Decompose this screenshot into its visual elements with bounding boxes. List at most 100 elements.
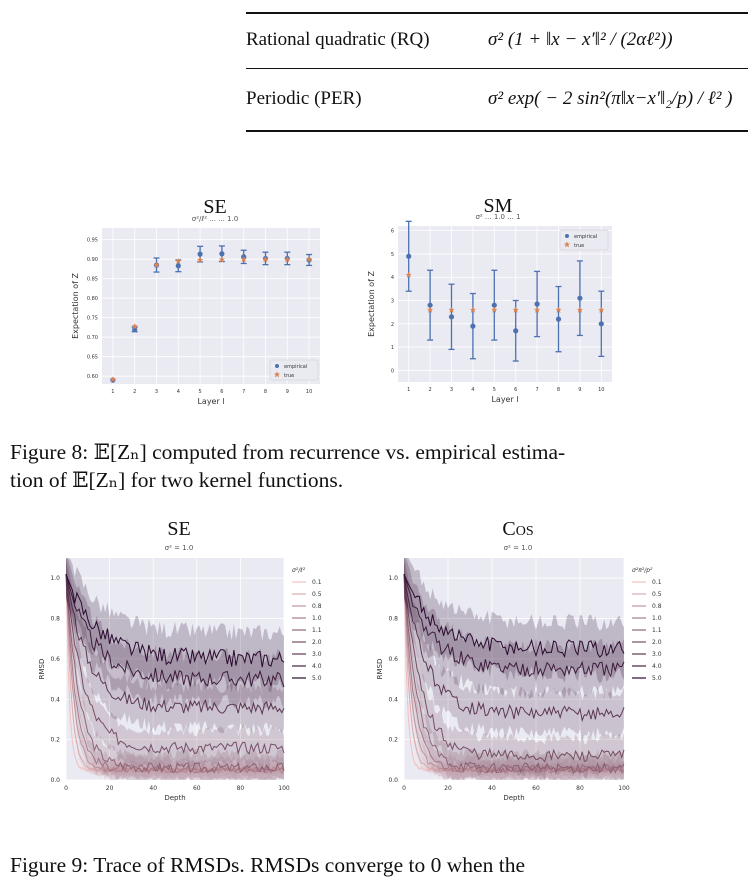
legend-marker-true <box>564 241 570 248</box>
true-point <box>555 306 562 313</box>
legend-label: 1.0 <box>312 615 322 622</box>
x-tick-label: 100 <box>618 785 630 792</box>
series-line <box>403 574 625 775</box>
series-line <box>403 574 625 763</box>
legend-label: 5.0 <box>312 675 322 682</box>
y-tick-label: 4 <box>391 275 394 281</box>
table-row-name: Periodic (PER) <box>246 88 362 109</box>
true-point <box>448 306 455 313</box>
fig8-se-chart: 0.60 0.65 0.70 0.75 0.80 0.85 0.90 0.95 1 2 3 4 5 6 7 8… <box>71 228 320 406</box>
fig8-se-title: SE <box>203 196 227 218</box>
y-tick-label: 1.0 <box>50 575 60 582</box>
confidence-band <box>404 558 624 741</box>
empirical-point <box>219 251 225 257</box>
true-point <box>512 306 519 313</box>
fig9-cos-chart: 0.0 0.2 0.4 0.6 0.8 1.0 0 20 40 60 80 100 0.1 0.5 0.8 1… <box>376 558 662 802</box>
y-tick-label: 0.4 <box>388 696 398 703</box>
fig9-cos-subtitle: σ² = 1.0 <box>503 544 533 552</box>
legend-label: 4.0 <box>312 663 322 670</box>
empirical-point <box>513 328 519 334</box>
fig9-se-title: SE <box>167 518 191 540</box>
confidence-band <box>66 558 284 771</box>
x-tick-label: 10 <box>598 387 604 393</box>
true-point <box>576 306 583 313</box>
fig8-se-subtitle: σ²/ℓ² ... ... 1.0 <box>191 215 239 223</box>
confidence-band <box>404 560 624 780</box>
confidence-band <box>404 566 624 780</box>
x-tick-label: 9 <box>286 389 289 395</box>
confidence-band <box>66 566 284 780</box>
legend-label: 0.1 <box>312 579 322 586</box>
y-tick-label: 3 <box>391 299 394 305</box>
x-tick-label: 8 <box>264 389 267 395</box>
true-point <box>153 262 160 269</box>
confidence-band <box>66 563 284 780</box>
y-tick-label: 0.60 <box>87 374 98 380</box>
confidence-band <box>66 558 284 734</box>
axes-background <box>404 558 624 780</box>
legend-marker-empirical <box>275 364 279 368</box>
y-tick-label: 0.65 <box>87 355 98 361</box>
empirical-point <box>534 301 540 307</box>
y-tick-label: 1 <box>391 345 394 351</box>
x-axis-label: Depth <box>503 794 524 802</box>
y-tick-label: 0.4 <box>50 696 60 703</box>
y-tick-label: 0.70 <box>87 335 98 341</box>
true-point <box>218 256 225 263</box>
x-tick-label: 5 <box>493 387 496 393</box>
series-line <box>403 574 625 723</box>
legend-label: empirical <box>284 364 307 370</box>
y-tick-label: 6 <box>391 229 394 235</box>
x-tick-label: 9 <box>578 387 581 393</box>
confidence-band <box>66 558 284 694</box>
empirical-point <box>448 314 455 320</box>
x-tick-label: 1 <box>407 387 410 393</box>
confidence-band <box>66 558 284 711</box>
legend-label: 2.0 <box>312 639 322 646</box>
x-tick-label: 80 <box>576 785 584 792</box>
table-top-rule <box>246 12 748 14</box>
empirical-point <box>197 251 203 257</box>
true-point <box>284 256 291 263</box>
x-tick-label: 6 <box>220 389 223 395</box>
y-tick-label: 0.85 <box>87 277 98 283</box>
y-tick-label: 0.75 <box>87 316 98 322</box>
y-tick-label: 0.2 <box>50 737 60 744</box>
legend-label: 5.0 <box>652 675 662 682</box>
legend-label: true <box>284 373 294 379</box>
table-row-formula: σ² exp( − 2 sin²(π‖x−x′‖₂/p) / ℓ² ) <box>488 88 733 109</box>
true-point <box>262 256 269 263</box>
series-line <box>403 573 625 678</box>
legend-label: 0.8 <box>312 603 322 610</box>
legend-label: 0.5 <box>652 591 662 598</box>
true-point <box>131 323 138 330</box>
confidence-band <box>404 558 624 779</box>
y-axis-label: Expectation of Z <box>71 273 80 339</box>
table-row-formula: σ² (1 + ‖x − x′‖² / (2αℓ²)) <box>488 29 673 50</box>
y-tick-label: 0.0 <box>50 777 60 784</box>
true-point <box>197 256 204 263</box>
series-line <box>65 573 285 688</box>
confidence-band <box>404 558 624 684</box>
empirical-point <box>598 321 604 327</box>
legend-label: 2.0 <box>652 639 662 646</box>
y-tick-label: 5 <box>391 252 394 258</box>
legend-label: 0.8 <box>652 603 662 610</box>
y-tick-label: 0.8 <box>50 616 60 623</box>
empirical-point <box>491 302 497 308</box>
true-point <box>491 306 498 313</box>
table-bottom-rule <box>246 130 748 132</box>
y-tick-label: 0 <box>391 368 394 374</box>
x-tick-label: 4 <box>471 387 474 393</box>
legend-label: 0.5 <box>312 591 322 598</box>
x-tick-label: 20 <box>106 785 114 792</box>
x-tick-label: 5 <box>199 389 202 395</box>
true-point <box>306 256 313 263</box>
y-tick-label: 0.6 <box>50 656 60 663</box>
y-axis-label: RMSD <box>38 659 46 680</box>
true-point <box>240 256 247 263</box>
legend-label: 1.1 <box>652 627 662 634</box>
series-line <box>65 573 285 668</box>
axes-background <box>398 226 612 382</box>
fig9-cos-title: Cos <box>502 518 534 540</box>
